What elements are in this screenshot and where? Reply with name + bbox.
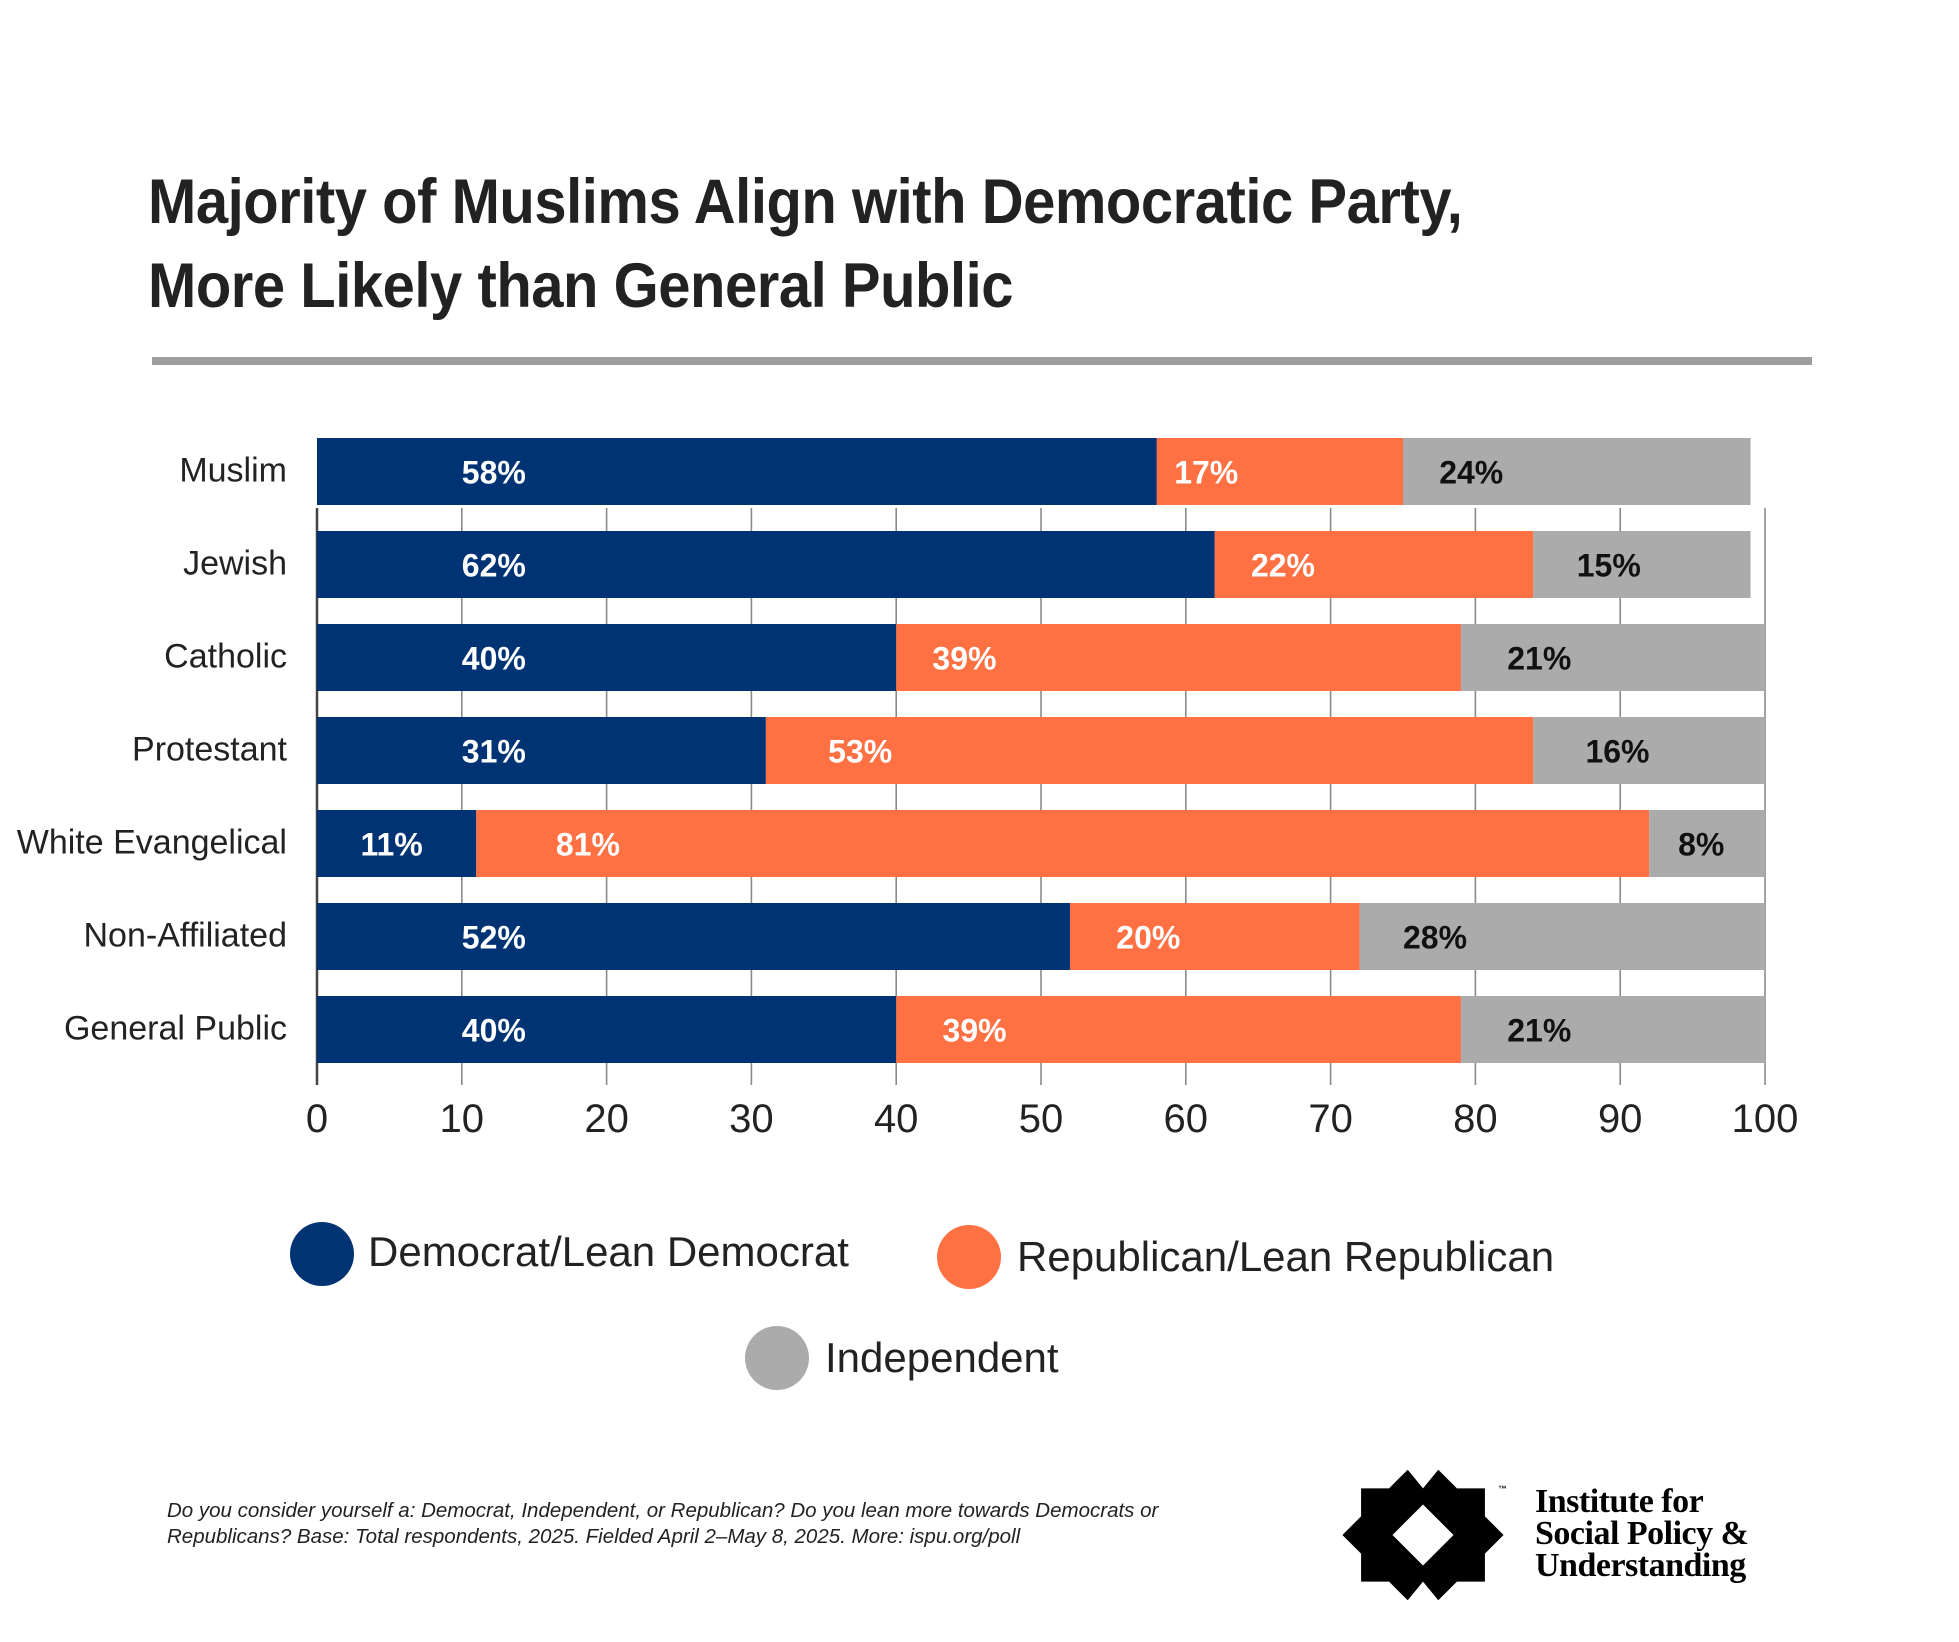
category-label: Non-Affiliated	[84, 917, 288, 955]
data-label: 11%	[360, 827, 422, 863]
bar-segment-independent	[1403, 438, 1751, 505]
ispu-logo-text: Institute for Social Policy & Understand…	[1535, 1483, 1749, 1584]
bar-segment-democrat-lean-democrat	[317, 531, 1215, 598]
category-label: Muslim	[179, 452, 287, 490]
x-tick-label: 60	[1164, 1097, 1209, 1141]
bar-segment-democrat-lean-democrat	[317, 996, 897, 1063]
bar-segment-republican-lean-republican	[765, 717, 1534, 784]
bar-segment-independent	[1533, 717, 1765, 784]
data-label: 31%	[462, 734, 526, 770]
data-label: 40%	[462, 641, 526, 677]
bar-segment-independent	[1533, 531, 1751, 598]
bars: 58% 17% 24% 62% 22% 15% 40% 39% 21% 31% 53% 16% 11% 8…	[317, 438, 1765, 1063]
bar-segment-independent	[1460, 624, 1765, 691]
bar-segment-republican-lean-republican	[1069, 903, 1360, 970]
category-label: Catholic	[164, 638, 287, 676]
title-divider	[152, 357, 1812, 365]
x-axis-ticks: 0 10 20 30 40 50 60 70 80 90 100	[306, 1097, 1799, 1141]
data-label: 62%	[462, 548, 526, 584]
data-label: 15%	[1577, 548, 1641, 584]
category-label: General Public	[64, 1010, 287, 1048]
x-tick-label: 0	[306, 1097, 328, 1141]
data-label: 22%	[1251, 548, 1315, 584]
data-label: 16%	[1585, 734, 1649, 770]
category-labels: Muslim Jewish Catholic Protestant White Evan…	[17, 452, 288, 1048]
bar-segment-independent	[1359, 903, 1765, 970]
bar-segment-independent	[1649, 810, 1765, 877]
data-label: 24%	[1439, 455, 1503, 491]
bar-segment-republican-lean-republican	[896, 624, 1461, 691]
logo-star-shape	[1342, 1469, 1504, 1601]
data-label: 58%	[462, 455, 526, 491]
category-label: Jewish	[183, 545, 287, 583]
x-tick-label: 40	[874, 1097, 919, 1141]
bar-segment-republican-lean-republican	[1214, 531, 1534, 598]
x-tick-label: 10	[440, 1097, 485, 1141]
data-label: 40%	[462, 1013, 526, 1049]
legend-label-independent: Independent	[825, 1334, 1059, 1381]
ispu-logo-icon	[1342, 1469, 1504, 1601]
x-tick-label: 70	[1308, 1097, 1353, 1141]
trademark-symbol: ™	[1498, 1484, 1507, 1494]
x-tick-label: 50	[1019, 1097, 1064, 1141]
chart-title-line-2: More Likely than General Public	[148, 251, 1014, 321]
chart-title-line-1: Majority of Muslims Align with Democrati…	[148, 167, 1463, 237]
x-tick-label: 30	[729, 1097, 774, 1141]
bar-segment-republican-lean-republican	[896, 996, 1461, 1063]
data-label: 21%	[1507, 1013, 1571, 1049]
data-label: 81%	[556, 827, 620, 863]
x-tick-label: 80	[1453, 1097, 1498, 1141]
legend-swatch-democrat	[290, 1222, 354, 1286]
chart-title: Majority of Muslims Align with Democrati…	[148, 160, 1712, 328]
bar-segment-democrat-lean-democrat	[317, 717, 766, 784]
data-label: 28%	[1403, 920, 1467, 956]
legend-swatch-independent	[745, 1326, 809, 1390]
data-label: 17%	[1174, 455, 1238, 491]
bar-segment-democrat-lean-democrat	[317, 810, 477, 877]
category-label: Protestant	[132, 731, 288, 769]
data-label: 21%	[1507, 641, 1571, 677]
bar-segment-democrat-lean-democrat	[317, 624, 897, 691]
x-tick-label: 90	[1598, 1097, 1643, 1141]
bar-segment-republican-lean-republican	[1156, 438, 1403, 505]
data-label: 53%	[828, 734, 892, 770]
bar-segment-republican-lean-republican	[476, 810, 1650, 877]
bar-segment-independent	[1460, 996, 1765, 1063]
logo-line-1: Institute for	[1535, 1483, 1704, 1520]
x-tick-label: 20	[584, 1097, 629, 1141]
data-label: 39%	[943, 1013, 1007, 1049]
gridlines	[315, 508, 1766, 1085]
data-label: 20%	[1116, 920, 1180, 956]
legend-swatch-republican	[937, 1225, 1001, 1289]
legend-label-republican: Republican/Lean Republican	[1017, 1233, 1555, 1280]
bar-segment-democrat-lean-democrat	[317, 438, 1157, 505]
data-label: 8%	[1678, 827, 1724, 863]
stacked-bar-chart: 58% 17% 24% 62% 22% 15% 40% 39% 21% 31% 53% 16% 11% 8…	[17, 438, 1799, 1141]
data-label: 52%	[462, 920, 526, 956]
logo-line-3: Understanding	[1535, 1547, 1746, 1584]
data-label: 39%	[932, 641, 996, 677]
bar-segment-democrat-lean-democrat	[317, 903, 1070, 970]
logo-line-2: Social Policy &	[1535, 1515, 1749, 1552]
legend-label-democrat: Democrat/Lean Democrat	[368, 1228, 849, 1275]
footnote: Do you consider yourself a: Democrat, In…	[167, 1499, 1159, 1548]
x-tick-label: 100	[1732, 1097, 1799, 1141]
category-label: White Evangelical	[17, 824, 287, 862]
